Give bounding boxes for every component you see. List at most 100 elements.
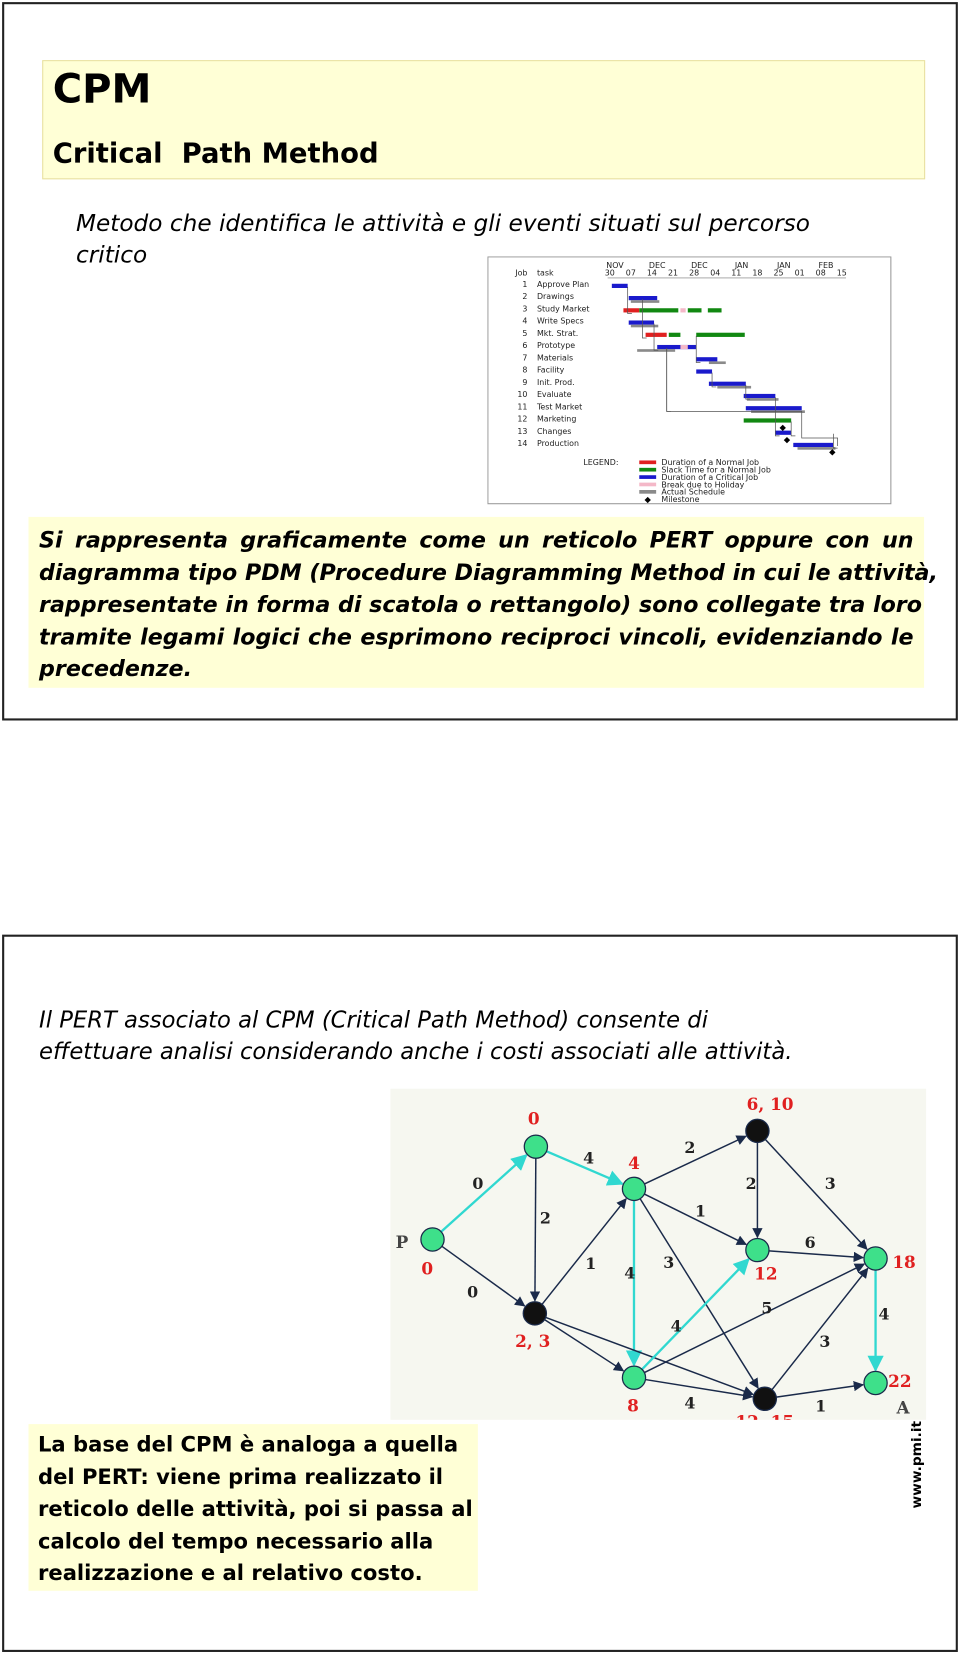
task-name: Evaluate bbox=[537, 390, 572, 399]
gantt-bar bbox=[696, 332, 745, 337]
month-label: NOV bbox=[606, 261, 624, 270]
gantt-bar bbox=[717, 385, 752, 389]
text-line: effettuare analisi considerando anche i … bbox=[39, 1039, 793, 1066]
edge-label: 2 bbox=[540, 1209, 551, 1228]
dependency-link bbox=[695, 335, 701, 363]
gantt-bar bbox=[745, 406, 802, 411]
gantt-bar bbox=[639, 308, 679, 313]
node bbox=[752, 1386, 778, 1412]
text-line: La base del CPM è analoga a quella bbox=[37, 1431, 459, 1457]
text-line: calcolo del tempo necessario alla bbox=[37, 1528, 434, 1554]
gantt-bar bbox=[680, 308, 686, 313]
node-label: 2, 3 bbox=[515, 1331, 550, 1351]
edge bbox=[644, 1263, 866, 1374]
node bbox=[523, 1134, 549, 1159]
day-label: 18 bbox=[752, 268, 762, 277]
network-background bbox=[390, 1088, 927, 1420]
day-label: 21 bbox=[668, 268, 678, 277]
legend-swatch bbox=[639, 482, 657, 487]
edge-label: 4 bbox=[684, 1393, 695, 1412]
node bbox=[621, 1176, 647, 1202]
day-label: 28 bbox=[689, 268, 699, 277]
edge-label: 3 bbox=[825, 1174, 836, 1193]
task-name: Init. Prod. bbox=[537, 378, 575, 387]
dependency-link bbox=[666, 348, 838, 447]
edge-label: 6 bbox=[805, 1233, 816, 1252]
gantt-bar bbox=[696, 369, 713, 374]
job-number: 14 bbox=[517, 439, 527, 448]
task-name: Production bbox=[537, 439, 579, 448]
gantt-bar bbox=[793, 442, 834, 448]
dependency-link bbox=[653, 323, 659, 351]
task-name: Prototype bbox=[537, 341, 575, 350]
edge-label: 5 bbox=[761, 1298, 772, 1317]
gantt-bar bbox=[680, 344, 688, 350]
job-number: 4 bbox=[522, 317, 527, 326]
job-number: 12 bbox=[517, 415, 527, 424]
end-label: A bbox=[895, 1398, 910, 1418]
edge bbox=[771, 1267, 869, 1391]
day-label: 04 bbox=[710, 268, 720, 277]
paragraph-box: Si rappresenta graficamente come un reti… bbox=[28, 516, 938, 688]
task-name: Facility bbox=[537, 366, 565, 375]
text-line: Si rappresenta graficamente come un reti… bbox=[39, 527, 914, 553]
dependency-link bbox=[790, 421, 796, 437]
gantt-bar bbox=[687, 308, 702, 313]
gantt-bar bbox=[628, 296, 658, 301]
intro-text: Metodo che identifica le attività e gli … bbox=[76, 209, 810, 272]
text-line: Metodo che identifica le attività e gli … bbox=[75, 210, 810, 238]
gantt-bar bbox=[743, 418, 792, 423]
node-label: 8 bbox=[627, 1395, 639, 1415]
edge-label: 1 bbox=[585, 1254, 596, 1273]
text-line: critico bbox=[75, 242, 148, 269]
start-label: P bbox=[396, 1232, 409, 1252]
node bbox=[522, 1301, 548, 1326]
node-label: 18 bbox=[892, 1252, 915, 1272]
edge-label: 1 bbox=[695, 1201, 706, 1220]
column-header: task bbox=[537, 268, 554, 277]
text-line: precedenze. bbox=[39, 656, 192, 682]
edge-label: 4 bbox=[878, 1305, 889, 1324]
job-number: 5 bbox=[522, 329, 527, 338]
edge bbox=[545, 1316, 754, 1396]
day-label: 11 bbox=[731, 268, 741, 277]
slide-title: CPM bbox=[52, 65, 152, 112]
gantt-bar bbox=[707, 308, 722, 313]
dependency-link bbox=[745, 384, 751, 400]
text-line: Il PERT associato al CPM (Critical Path … bbox=[39, 1007, 709, 1034]
edge bbox=[764, 1138, 868, 1250]
day-label: 01 bbox=[795, 268, 805, 277]
text-line: realizzazione e al relativo costo. bbox=[37, 1560, 423, 1586]
day-label: 07 bbox=[626, 268, 636, 277]
task-name: Materials bbox=[537, 353, 573, 362]
day-label: 14 bbox=[647, 268, 657, 277]
node-label: 12, 15 bbox=[735, 1411, 794, 1420]
gantt-bar bbox=[657, 344, 697, 350]
job-number: 6 bbox=[522, 341, 527, 350]
day-label: 08 bbox=[816, 268, 826, 277]
text-line: tramite legami logici che esprimono reci… bbox=[39, 623, 914, 650]
column-header: Job bbox=[514, 268, 527, 277]
legend-label: Slack Time for a Normal Job bbox=[661, 466, 770, 475]
job-number: 8 bbox=[522, 366, 527, 375]
edge-label: 3 bbox=[663, 1253, 674, 1272]
edge-label: 4 bbox=[671, 1316, 682, 1335]
job-number: 13 bbox=[517, 427, 527, 436]
edge bbox=[644, 1135, 747, 1185]
legend-swatch bbox=[639, 467, 657, 472]
dependency-link bbox=[774, 397, 780, 437]
node-label: 6, 10 bbox=[747, 1094, 794, 1114]
node bbox=[863, 1370, 888, 1396]
edge-label: 3 bbox=[819, 1332, 830, 1351]
legend-swatch bbox=[639, 490, 657, 494]
task-name: Approve Plan bbox=[537, 280, 589, 289]
node-label: 0 bbox=[421, 1258, 433, 1278]
gantt-bar bbox=[630, 324, 659, 328]
job-number: 10 bbox=[517, 390, 527, 399]
gantt-bar bbox=[797, 447, 836, 450]
task-name: Changes bbox=[537, 427, 571, 436]
gantt-bar bbox=[708, 381, 746, 386]
